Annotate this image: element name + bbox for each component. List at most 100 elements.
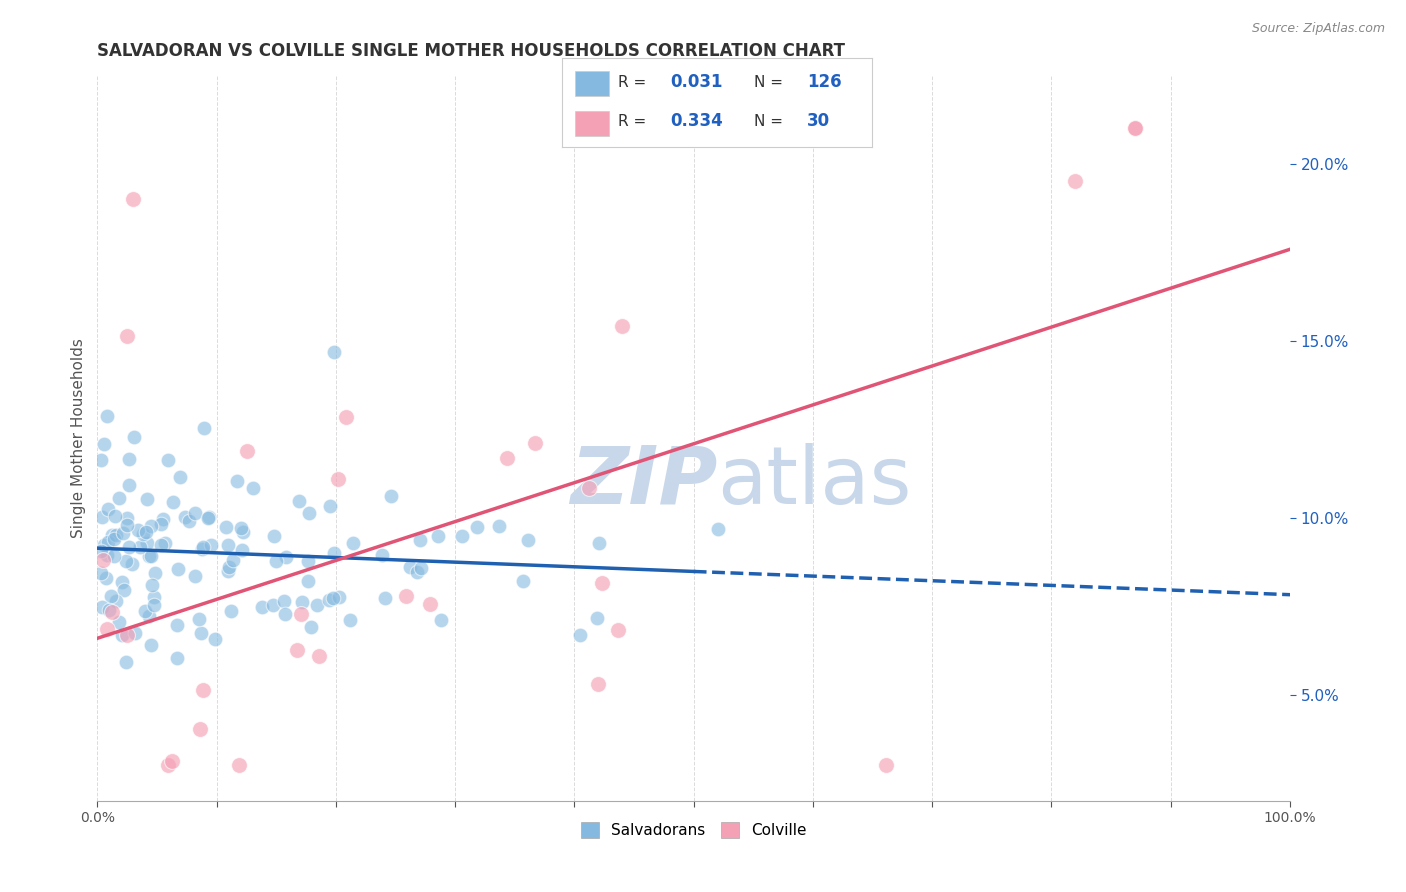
Point bbox=[405, 565, 427, 579]
Point bbox=[138, 608, 160, 623]
Point bbox=[288, 494, 311, 508]
Point bbox=[228, 758, 250, 772]
Point bbox=[118, 478, 141, 492]
Point bbox=[96, 409, 118, 423]
Point bbox=[122, 192, 145, 206]
Point bbox=[93, 537, 115, 551]
Text: SALVADORAN VS COLVILLE SINGLE MOTHER HOUSEHOLDS CORRELATION CHART: SALVADORAN VS COLVILLE SINGLE MOTHER HOU… bbox=[97, 42, 845, 60]
Point bbox=[319, 499, 342, 513]
Point bbox=[173, 509, 195, 524]
Point bbox=[264, 554, 287, 568]
Point bbox=[297, 574, 319, 588]
Point bbox=[139, 638, 162, 652]
Point bbox=[141, 578, 163, 592]
Point bbox=[90, 566, 112, 581]
Point bbox=[217, 564, 239, 578]
Point bbox=[588, 536, 610, 550]
Text: R =: R = bbox=[619, 75, 647, 89]
Point bbox=[197, 511, 219, 525]
Point bbox=[91, 509, 114, 524]
Text: 30: 30 bbox=[807, 112, 830, 130]
Point bbox=[290, 607, 312, 622]
Point bbox=[103, 533, 125, 547]
Point bbox=[135, 525, 157, 540]
Point bbox=[152, 512, 174, 526]
Point bbox=[193, 421, 215, 435]
Point bbox=[135, 491, 157, 506]
Point bbox=[91, 553, 114, 567]
Point bbox=[706, 522, 728, 536]
Point bbox=[115, 329, 138, 343]
Point bbox=[274, 550, 297, 565]
Point bbox=[177, 514, 200, 528]
Point bbox=[232, 525, 254, 540]
Point bbox=[157, 758, 180, 772]
Text: 0.031: 0.031 bbox=[671, 73, 723, 91]
Point bbox=[568, 628, 591, 642]
Legend: Salvadorans, Colville: Salvadorans, Colville bbox=[575, 816, 813, 844]
Point bbox=[285, 643, 308, 657]
Point bbox=[591, 576, 613, 591]
Point bbox=[612, 319, 634, 334]
Point bbox=[93, 436, 115, 450]
Point bbox=[273, 607, 295, 622]
Point bbox=[411, 561, 433, 575]
Point bbox=[496, 450, 519, 465]
Point bbox=[335, 410, 357, 425]
Point bbox=[252, 599, 274, 614]
Point bbox=[149, 537, 172, 551]
Text: 126: 126 bbox=[807, 73, 841, 91]
Point bbox=[139, 519, 162, 533]
Point bbox=[111, 628, 134, 642]
Point bbox=[188, 612, 211, 626]
Point bbox=[193, 540, 215, 554]
Point bbox=[451, 529, 474, 543]
Point bbox=[297, 554, 319, 568]
Point bbox=[111, 575, 134, 590]
Y-axis label: Single Mother Households: Single Mother Households bbox=[72, 338, 86, 538]
Point bbox=[606, 624, 628, 638]
Point bbox=[142, 598, 165, 612]
Point bbox=[190, 723, 212, 737]
Point bbox=[298, 507, 321, 521]
Point bbox=[167, 562, 190, 576]
Point bbox=[94, 571, 117, 585]
Point bbox=[318, 593, 340, 607]
Text: 0.334: 0.334 bbox=[671, 112, 724, 130]
Text: ZIP: ZIP bbox=[571, 442, 717, 521]
Point bbox=[322, 546, 344, 560]
Point bbox=[169, 469, 191, 483]
Point bbox=[104, 508, 127, 523]
Point bbox=[108, 491, 131, 506]
Point bbox=[408, 533, 430, 547]
Point bbox=[115, 518, 138, 533]
Point bbox=[322, 591, 344, 605]
Point bbox=[875, 758, 897, 772]
Point bbox=[465, 520, 488, 534]
Point bbox=[371, 548, 394, 562]
Point bbox=[190, 626, 212, 640]
Point bbox=[115, 655, 138, 669]
Point bbox=[153, 536, 176, 550]
Point bbox=[138, 549, 160, 564]
Text: Source: ZipAtlas.com: Source: ZipAtlas.com bbox=[1251, 22, 1385, 36]
Point bbox=[156, 453, 179, 467]
Point bbox=[90, 453, 112, 467]
Point bbox=[299, 620, 322, 634]
Point bbox=[273, 593, 295, 607]
Point bbox=[380, 489, 402, 503]
Point bbox=[198, 509, 221, 524]
Point bbox=[162, 494, 184, 508]
Point bbox=[97, 603, 120, 617]
Point bbox=[96, 622, 118, 636]
Point bbox=[342, 535, 364, 549]
Point bbox=[90, 600, 112, 615]
Point bbox=[97, 535, 120, 549]
FancyBboxPatch shape bbox=[575, 111, 609, 136]
Point bbox=[124, 430, 146, 444]
Point bbox=[112, 582, 135, 597]
Point bbox=[96, 548, 118, 562]
Point bbox=[143, 566, 166, 581]
Point bbox=[160, 755, 183, 769]
Point bbox=[236, 444, 259, 458]
